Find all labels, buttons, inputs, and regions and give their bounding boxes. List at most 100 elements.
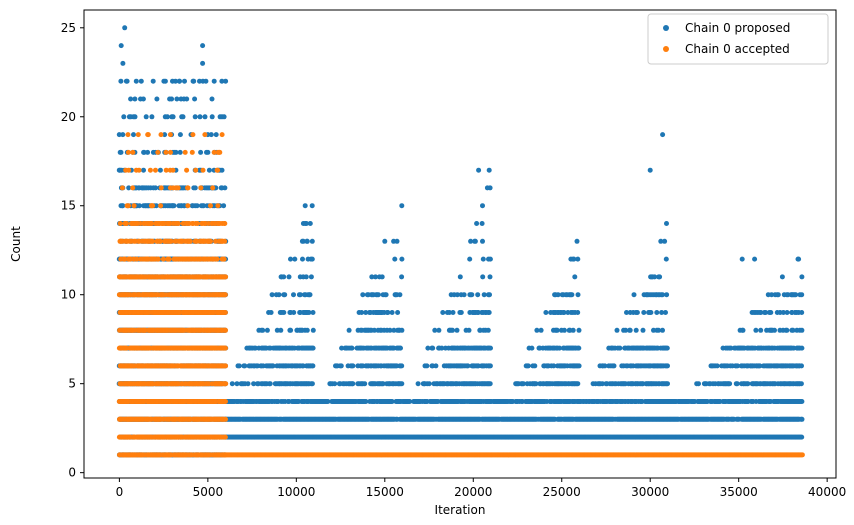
proposed-point [424, 363, 430, 369]
proposed-point [641, 310, 647, 315]
proposed-point [116, 132, 122, 138]
proposed-point [300, 238, 306, 244]
proposed-point [221, 114, 227, 120]
proposed-point [485, 327, 491, 333]
proposed-point [126, 185, 132, 191]
proposed-point [529, 345, 535, 351]
proposed-point [784, 310, 790, 315]
proposed-point [532, 363, 538, 369]
proposed-point [436, 327, 442, 333]
proposed-point [466, 327, 472, 333]
proposed-point [350, 363, 356, 369]
proposed-point [209, 114, 215, 120]
proposed-point [382, 238, 388, 244]
proposed-point [576, 327, 582, 333]
proposed-point [276, 292, 282, 298]
proposed-point [177, 149, 183, 155]
proposed-point [799, 310, 805, 315]
proposed-point [124, 78, 130, 84]
proposed-point [118, 78, 124, 84]
proposed-point [474, 221, 480, 226]
proposed-point [488, 345, 493, 351]
proposed-point [458, 310, 464, 315]
proposed-point [363, 310, 369, 315]
proposed-point [182, 78, 187, 84]
proposed-point [480, 256, 486, 262]
proposed-point [399, 363, 405, 369]
proposed-point [174, 96, 180, 102]
proposed-point [162, 78, 168, 84]
proposed-point [122, 25, 128, 31]
proposed-point [128, 96, 134, 102]
proposed-point [201, 203, 207, 209]
proposed-point [739, 256, 745, 262]
proposed-point [799, 416, 805, 422]
proposed-point [561, 327, 567, 333]
proposed-point [487, 363, 493, 369]
proposed-point [270, 363, 276, 369]
proposed-point [121, 114, 127, 120]
proposed-point [467, 256, 473, 262]
proposed-point [349, 345, 355, 351]
proposed-point [775, 292, 781, 298]
proposed-point [487, 256, 493, 262]
proposed-point [363, 399, 369, 404]
proposed-point [297, 292, 303, 298]
proposed-point [657, 274, 663, 280]
proposed-point [194, 203, 200, 209]
proposed-point [450, 327, 455, 333]
proposed-point [198, 149, 204, 155]
proposed-point [307, 292, 313, 298]
proposed-point [799, 327, 805, 333]
proposed-point [575, 292, 581, 298]
proposed-point [433, 363, 439, 369]
proposed-point [150, 78, 156, 84]
proposed-point [274, 327, 280, 333]
proposed-point [346, 327, 352, 333]
proposed-point [543, 310, 549, 315]
proposed-point [300, 256, 305, 262]
proposed-point [132, 96, 138, 102]
proposed-point [292, 256, 298, 262]
proposed-point [200, 43, 206, 49]
proposed-point [793, 292, 799, 298]
proposed-point [332, 381, 338, 387]
proposed-point [310, 310, 316, 315]
proposed-point [714, 363, 720, 369]
proposed-point [391, 327, 397, 333]
proposed-point [480, 203, 485, 209]
proposed-point [799, 399, 805, 404]
proposed-point [192, 96, 198, 102]
proposed-point [288, 327, 294, 333]
proposed-point [180, 114, 186, 120]
proposed-point [469, 292, 475, 298]
accepted-point [119, 185, 125, 191]
proposed-point [307, 221, 313, 226]
proposed-point [141, 167, 146, 173]
proposed-point [278, 327, 284, 333]
proposed-point [399, 327, 405, 333]
proposed-point [153, 185, 158, 191]
proposed-point [796, 256, 802, 262]
proposed-point [476, 167, 482, 173]
proposed-point [209, 96, 215, 102]
proposed-point [664, 292, 670, 298]
proposed-point [282, 292, 288, 298]
proposed-point [208, 132, 214, 138]
proposed-point [640, 327, 646, 333]
proposed-point [734, 381, 740, 387]
proposed-point [118, 149, 124, 155]
proposed-point [229, 381, 235, 387]
proposed-point [191, 78, 197, 84]
proposed-point [487, 274, 493, 280]
proposed-point [665, 363, 670, 369]
proposed-point [308, 274, 314, 280]
accepted-point [126, 167, 132, 173]
proposed-point [380, 381, 386, 387]
proposed-point [120, 132, 126, 138]
proposed-point [267, 381, 273, 387]
proposed-point [415, 381, 421, 387]
proposed-point [154, 96, 160, 102]
proposed-point [570, 327, 576, 333]
